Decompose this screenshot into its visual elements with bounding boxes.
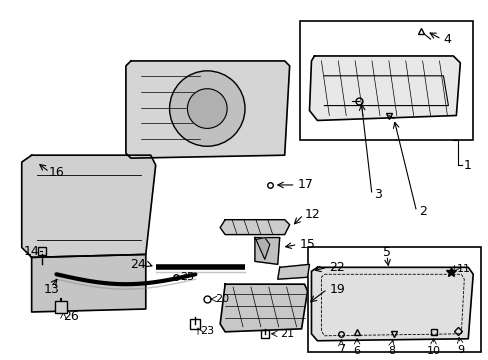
Polygon shape: [220, 284, 307, 332]
Text: 20: 20: [215, 294, 229, 304]
Text: 4: 4: [443, 33, 450, 46]
Text: 14: 14: [24, 245, 40, 258]
Text: 24: 24: [130, 258, 145, 271]
Text: 10: 10: [426, 346, 440, 356]
Text: 22: 22: [328, 261, 345, 274]
Circle shape: [187, 89, 226, 129]
Text: 3: 3: [373, 188, 381, 201]
Circle shape: [169, 71, 244, 146]
Text: 15: 15: [299, 238, 315, 251]
Text: 1: 1: [462, 159, 470, 172]
Bar: [299, 21, 472, 140]
Text: 5: 5: [382, 246, 390, 259]
Text: 26: 26: [63, 310, 79, 323]
Text: 12: 12: [304, 208, 320, 221]
Text: 7: 7: [337, 344, 344, 354]
Text: 21: 21: [279, 329, 293, 339]
Text: 8: 8: [387, 346, 395, 356]
Text: 18: 18: [205, 98, 221, 111]
Text: 23: 23: [200, 326, 214, 336]
Polygon shape: [21, 155, 155, 257]
Polygon shape: [254, 238, 279, 264]
Polygon shape: [126, 61, 289, 158]
Text: 13: 13: [43, 283, 59, 296]
Text: 11: 11: [455, 264, 469, 274]
Text: 16: 16: [48, 166, 64, 179]
Polygon shape: [311, 267, 472, 341]
Text: 19: 19: [328, 283, 345, 296]
Text: 2: 2: [418, 205, 426, 218]
Text: 25: 25: [180, 272, 194, 282]
Text: 9: 9: [456, 345, 463, 355]
Bar: [307, 247, 480, 352]
Polygon shape: [309, 56, 459, 121]
Text: 17: 17: [297, 179, 313, 192]
Polygon shape: [220, 220, 289, 235]
Polygon shape: [255, 238, 269, 260]
Text: 6: 6: [353, 346, 360, 356]
Polygon shape: [32, 255, 145, 312]
Polygon shape: [277, 264, 309, 279]
